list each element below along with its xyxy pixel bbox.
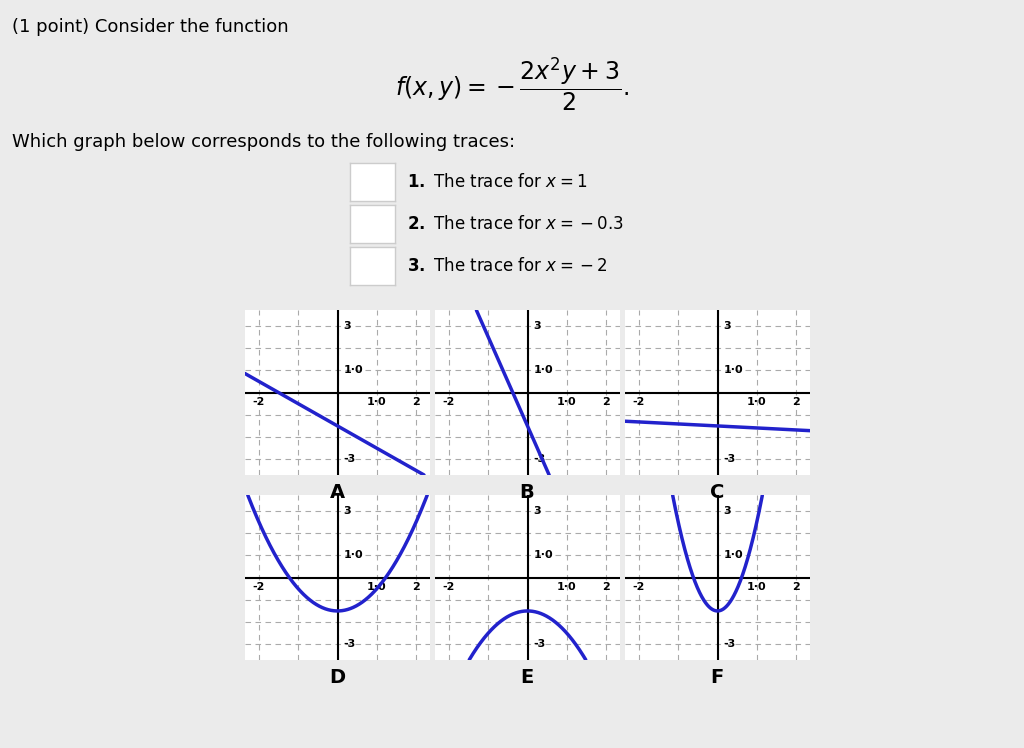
Text: 1⋅0: 1⋅0 bbox=[723, 551, 743, 560]
Text: 3: 3 bbox=[723, 321, 731, 331]
Text: -2: -2 bbox=[253, 583, 265, 592]
Text: 1⋅0: 1⋅0 bbox=[343, 551, 364, 560]
Text: A: A bbox=[330, 483, 344, 502]
Text: 3: 3 bbox=[534, 321, 541, 331]
Text: 3: 3 bbox=[534, 506, 541, 515]
Text: Which graph below corresponds to the following traces:: Which graph below corresponds to the fol… bbox=[12, 133, 515, 151]
Text: 2: 2 bbox=[602, 583, 610, 592]
Text: 3: 3 bbox=[343, 321, 351, 331]
Text: F: F bbox=[711, 668, 724, 687]
Text: -2: -2 bbox=[253, 397, 265, 408]
Text: 1⋅0: 1⋅0 bbox=[723, 365, 743, 375]
Text: -2: -2 bbox=[633, 583, 645, 592]
Text: -2: -2 bbox=[633, 397, 645, 408]
Text: $\mathbf{2.}$ The trace for $x = -0.3$: $\mathbf{2.}$ The trace for $x = -0.3$ bbox=[407, 215, 624, 233]
Text: 1⋅0: 1⋅0 bbox=[557, 397, 577, 408]
Text: 1⋅0: 1⋅0 bbox=[557, 583, 577, 592]
Text: (1 point) Consider the function: (1 point) Consider the function bbox=[12, 18, 289, 36]
Text: -3: -3 bbox=[343, 454, 355, 465]
Text: 1⋅0: 1⋅0 bbox=[534, 365, 553, 375]
Text: $f(x, y) = -\dfrac{2x^2 y + 3}{2}.$: $f(x, y) = -\dfrac{2x^2 y + 3}{2}.$ bbox=[395, 55, 629, 113]
Text: -3: -3 bbox=[534, 454, 546, 465]
Text: 2: 2 bbox=[793, 583, 800, 592]
Text: 2: 2 bbox=[793, 397, 800, 408]
Text: 2: 2 bbox=[413, 397, 420, 408]
Text: -3: -3 bbox=[343, 640, 355, 649]
Text: E: E bbox=[520, 668, 534, 687]
Text: 1⋅0: 1⋅0 bbox=[367, 583, 387, 592]
Text: 3: 3 bbox=[343, 506, 351, 515]
Text: -3: -3 bbox=[723, 640, 735, 649]
Text: 3: 3 bbox=[723, 506, 731, 515]
Text: D: D bbox=[329, 668, 345, 687]
Text: 1⋅0: 1⋅0 bbox=[367, 397, 387, 408]
Text: 1⋅0: 1⋅0 bbox=[748, 583, 767, 592]
Text: 1⋅0: 1⋅0 bbox=[534, 551, 553, 560]
Text: 2: 2 bbox=[602, 397, 610, 408]
Text: $\mathbf{3.}$ The trace for $x = -2$: $\mathbf{3.}$ The trace for $x = -2$ bbox=[407, 257, 607, 275]
Text: 1⋅0: 1⋅0 bbox=[748, 397, 767, 408]
Text: 2: 2 bbox=[413, 583, 420, 592]
Text: B: B bbox=[519, 483, 535, 502]
Text: $\mathbf{1.}$ The trace for $x = 1$: $\mathbf{1.}$ The trace for $x = 1$ bbox=[407, 173, 588, 191]
Text: -2: -2 bbox=[442, 583, 455, 592]
Text: C: C bbox=[710, 483, 724, 502]
Text: 1⋅0: 1⋅0 bbox=[343, 365, 364, 375]
Text: -3: -3 bbox=[534, 640, 546, 649]
Text: -2: -2 bbox=[442, 397, 455, 408]
Text: -3: -3 bbox=[723, 454, 735, 465]
